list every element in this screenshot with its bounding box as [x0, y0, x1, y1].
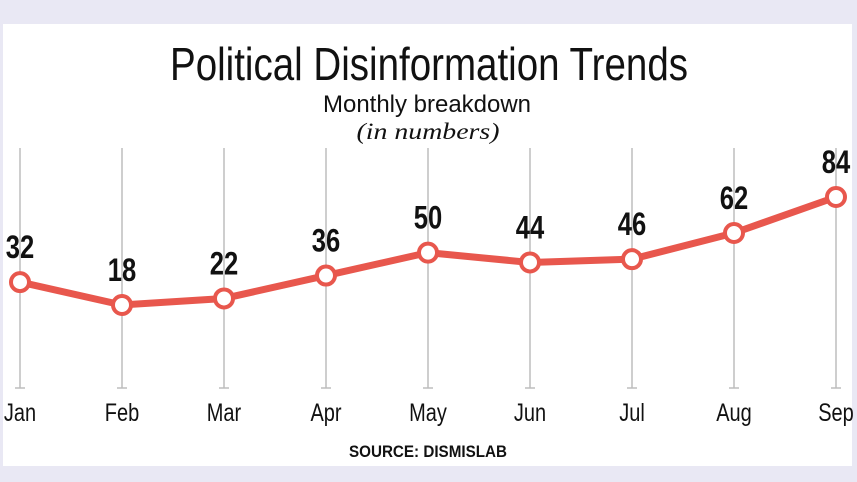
data-point [723, 222, 745, 244]
x-tick-label: Aug [716, 399, 752, 427]
data-label: 84 [822, 145, 850, 180]
chart-title: Political Disinformation Trends [170, 38, 688, 90]
data-point [213, 287, 235, 310]
unit-note: (in numbers) [357, 119, 500, 144]
x-tick-label: May [409, 399, 447, 427]
data-label: 22 [210, 247, 238, 282]
data-label: 36 [312, 224, 340, 259]
x-tick-label: Apr [310, 399, 342, 427]
x-tick-label: Jan [4, 399, 36, 427]
source-note: SOURCE: DISMISLAB [349, 442, 507, 461]
x-tick-label: Jun [514, 399, 546, 427]
data-point [417, 241, 439, 264]
chart-subtitle: Monthly breakdown [323, 91, 531, 118]
data-point [315, 264, 337, 287]
x-tick-label: Feb [105, 399, 139, 427]
data-label: 32 [6, 230, 34, 265]
data-label: 62 [720, 181, 748, 216]
data-point [825, 186, 847, 208]
x-tick-label: Sep [818, 399, 854, 427]
data-point [621, 248, 643, 271]
data-label: 44 [516, 211, 544, 246]
data-label: 18 [108, 253, 136, 288]
data-point [519, 251, 541, 274]
data-point [9, 271, 31, 294]
data-label: 46 [618, 208, 646, 243]
data-label: 50 [414, 201, 442, 236]
data-point [111, 294, 133, 316]
x-tick-label: Mar [207, 399, 242, 427]
x-tick-label: Jul [619, 399, 645, 427]
